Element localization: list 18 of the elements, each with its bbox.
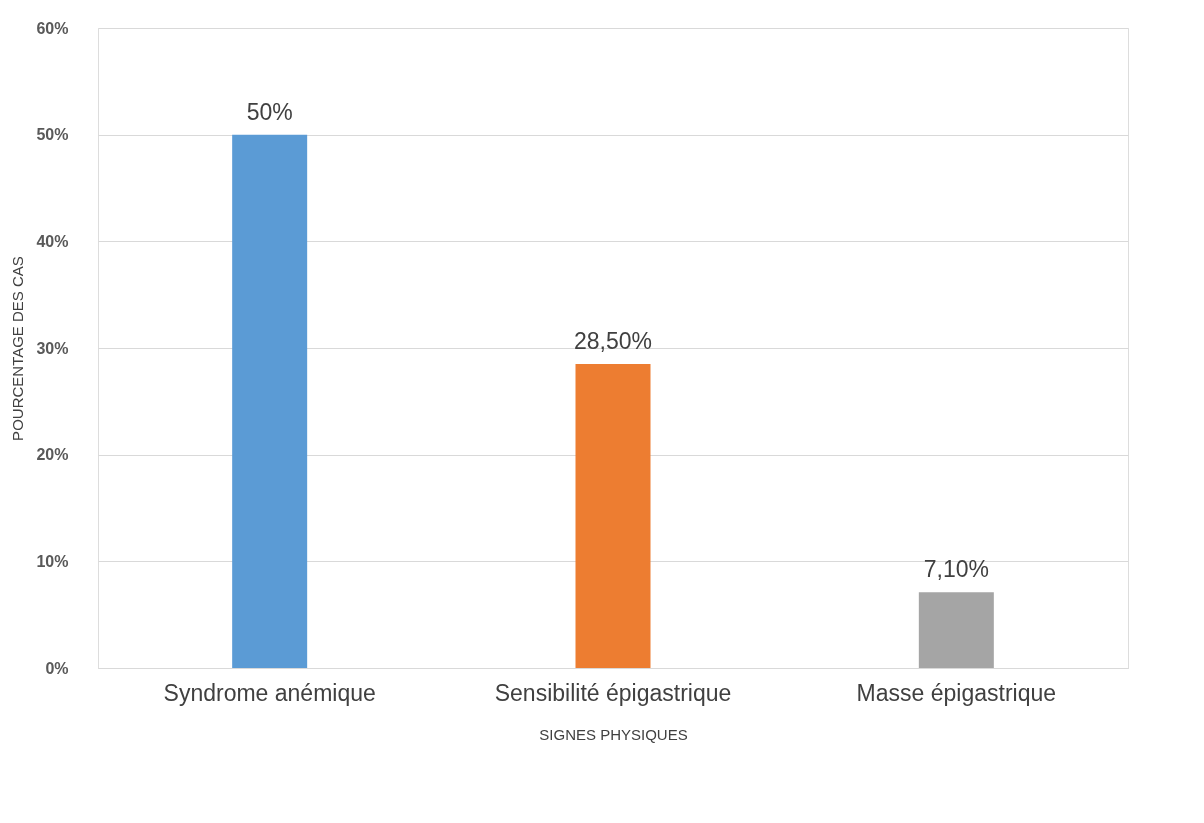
x-tick-label: Sensibilité épigastrique	[494, 679, 732, 706]
x-tick-label: Masse épigastrique	[856, 679, 1057, 706]
y-tick-label: 10%	[36, 552, 69, 570]
data-label: 28,50%	[573, 328, 653, 354]
data-label: 7,10%	[923, 556, 989, 583]
data-label: 50%	[246, 98, 293, 125]
y-tick-label: 0%	[45, 659, 69, 677]
bar	[575, 364, 651, 668]
y-tick-label: 60%	[36, 19, 69, 37]
y-tick-label: 30%	[36, 339, 69, 357]
x-axis-title: SIGNES PHYSIQUES	[539, 725, 688, 743]
y-tick-label: 20%	[36, 446, 69, 464]
bar	[232, 134, 308, 668]
y-tick-label: 40%	[36, 232, 69, 250]
y-axis-title: POURCENTAGE DES CAS	[9, 256, 27, 441]
y-tick-label: 50%	[36, 126, 69, 144]
bar	[918, 592, 994, 668]
x-tick-label: Syndrome anémique	[163, 679, 376, 706]
